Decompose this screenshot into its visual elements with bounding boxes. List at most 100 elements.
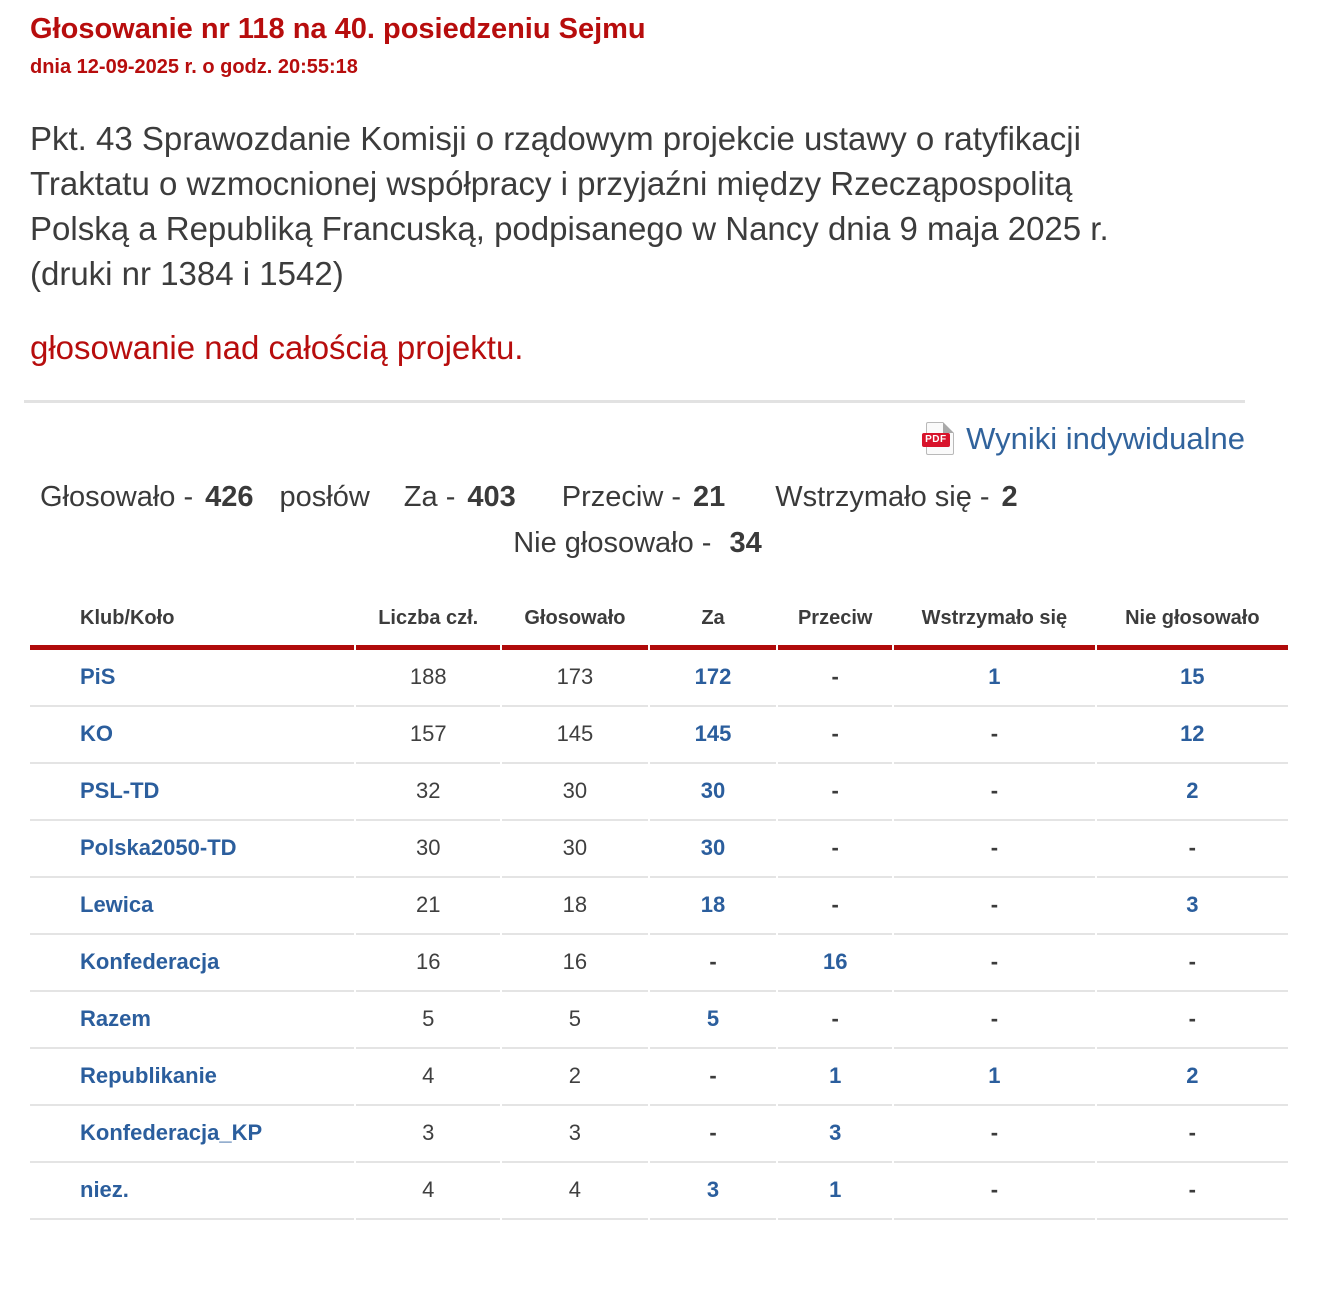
vote-datetime: dnia 12-09-2025 r. o godz. 20:55:18 (30, 55, 358, 78)
table-row: Polska2050-TD 30 30 30- - - (30, 821, 1288, 878)
summary-nie-glosowalo: Nie głosowało - 34 (513, 526, 762, 559)
pdf-icon-fold (943, 422, 955, 434)
vote-count-cell: - (894, 1163, 1095, 1220)
vote-table-body: PiS 188 173 172-1 15 KO 157 145 145- -12 PSL-TD 32 3… (30, 650, 1288, 1220)
vote-count-cell: - (778, 707, 893, 764)
vote-count-cell: - (894, 992, 1095, 1049)
vote-count-cell: 157 (356, 707, 501, 764)
vote-count-cell: 16 (502, 935, 648, 992)
vote-count-cell: 145 (649, 707, 777, 764)
vote-count-cell: - (894, 821, 1095, 878)
table-row: KO 157 145 145- -12 (30, 707, 1288, 764)
vote-count-cell: - (1096, 821, 1288, 878)
voting-results-page: Głosowanie nr 118 na 40. posiedzeniu Sej… (24, 13, 1290, 1220)
vote-count-cell: 12 (1096, 707, 1288, 764)
vote-table-header-row: Klub/Koło Liczba czł. Głosowało Za Przeciw Ws… (30, 607, 1288, 650)
club-name-link[interactable]: Polska2050-TD (30, 821, 355, 878)
vote-count-cell: 3 (502, 1106, 648, 1163)
vote-count-cell: - (894, 935, 1095, 992)
vote-count-cell: 5 (502, 992, 648, 1049)
vote-count-cell: 30 (356, 821, 501, 878)
vote-count-cell: 15 (1096, 650, 1288, 707)
column-header: Wstrzymało się (894, 607, 1095, 650)
vote-count-cell: - (894, 1106, 1095, 1163)
club-name-link[interactable]: Razem (30, 992, 355, 1049)
vote-count-cell: 188 (356, 650, 501, 707)
individual-results-label: Wyniki indywidualne (966, 420, 1245, 456)
table-row: Razem 5 5 5- - - (30, 992, 1288, 1049)
vote-count-cell: - (894, 878, 1095, 935)
column-header: Klub/Koło (30, 607, 355, 650)
club-name-link[interactable]: PSL-TD (30, 764, 355, 821)
table-row: Lewica 21 18 18- -3 (30, 878, 1288, 935)
vote-count-cell: - (894, 707, 1095, 764)
vote-count-cell: - (1096, 992, 1288, 1049)
vote-summary: Głosowało - 426 posłów Za - 403 Przeciw … (30, 481, 1245, 560)
summary-wstrzymalo: Wstrzymało się - 2 (775, 480, 1018, 513)
vote-count-cell: 1 (778, 1049, 893, 1106)
vote-count-cell: - (778, 650, 893, 707)
club-name-link[interactable]: Lewica (30, 878, 355, 935)
table-row: PiS 188 173 172-1 15 (30, 650, 1288, 707)
vote-count-cell: 18 (502, 878, 648, 935)
summary-voted: Głosowało - 426 posłów (40, 480, 370, 513)
vote-count-cell: 1 (894, 1049, 1095, 1106)
vote-count-cell: 173 (502, 650, 648, 707)
vote-count-cell: 18 (649, 878, 777, 935)
vote-count-cell: - (778, 878, 893, 935)
vote-count-cell: - (778, 821, 893, 878)
vote-count-cell: 3 (778, 1106, 893, 1163)
individual-results-link[interactable]: PDF Wyniki indywidualne (922, 420, 1245, 457)
vote-count-cell: 2 (502, 1049, 648, 1106)
vote-count-cell: 2 (1096, 1049, 1288, 1106)
vote-description: Pkt. 43 Sprawozdanie Komisji o rządowym … (30, 119, 1109, 292)
club-name-link[interactable]: Konfederacja (30, 935, 355, 992)
vote-count-cell: 16 (356, 935, 501, 992)
vote-count-cell: 30 (649, 764, 777, 821)
vote-count-cell: 145 (502, 707, 648, 764)
vote-results-table: Klub/Koło Liczba czł. Głosowało Za Przeciw Ws… (28, 607, 1290, 1220)
summary-za: Za - 403 (403, 480, 516, 513)
vote-count-cell: - (649, 1049, 777, 1106)
vote-count-cell: 3 (356, 1106, 501, 1163)
vote-count-cell: 1 (778, 1163, 893, 1220)
vote-count-cell: 5 (649, 992, 777, 1049)
pdf-icon: PDF (922, 422, 955, 456)
vote-count-cell: 3 (649, 1163, 777, 1220)
column-header: Liczba czł. (356, 607, 501, 650)
vote-count-cell: 21 (356, 878, 501, 935)
vote-subject: głosowanie nad całością projektu. (30, 328, 524, 366)
vote-count-cell: 2 (1096, 764, 1288, 821)
club-name-link[interactable]: KO (30, 707, 355, 764)
page-title: Głosowanie nr 118 na 40. posiedzeniu Sej… (30, 13, 646, 45)
club-name-link[interactable]: Konfederacja_KP (30, 1106, 355, 1163)
vote-count-cell: 4 (356, 1049, 501, 1106)
vote-count-cell: 3 (1096, 878, 1288, 935)
vote-count-cell: 5 (356, 992, 501, 1049)
club-name-link[interactable]: PiS (30, 650, 355, 707)
vote-count-cell: - (649, 935, 777, 992)
vote-count-cell: 32 (356, 764, 501, 821)
vote-count-cell: 4 (356, 1163, 501, 1220)
table-row: PSL-TD 32 30 30- -2 (30, 764, 1288, 821)
table-row: Republikanie 4 2-1 1 2 (30, 1049, 1288, 1106)
vote-count-cell: 30 (502, 821, 648, 878)
vote-count-cell: - (778, 992, 893, 1049)
club-name-link[interactable]: niez. (30, 1163, 355, 1220)
vote-count-cell: 16 (778, 935, 893, 992)
column-header: Przeciw (778, 607, 893, 650)
table-row: Konfederacja_KP 3 3-3- - (30, 1106, 1288, 1163)
vote-count-cell: - (1096, 1163, 1288, 1220)
vote-count-cell: 30 (649, 821, 777, 878)
vote-count-cell: - (1096, 1106, 1288, 1163)
divider (24, 399, 1245, 403)
pdf-link-row: PDF Wyniki indywidualne (30, 421, 1245, 457)
vote-count-cell: - (778, 764, 893, 821)
vote-count-cell: 30 (502, 764, 648, 821)
vote-count-cell: 172 (649, 650, 777, 707)
club-name-link[interactable]: Republikanie (30, 1049, 355, 1106)
summary-przeciw: Przeciw - 21 (561, 480, 726, 513)
pdf-icon-badge: PDF (922, 433, 950, 448)
summary-line-1: Głosowało - 426 posłów Za - 403 Przeciw … (30, 481, 1245, 514)
column-header: Za (649, 607, 777, 650)
